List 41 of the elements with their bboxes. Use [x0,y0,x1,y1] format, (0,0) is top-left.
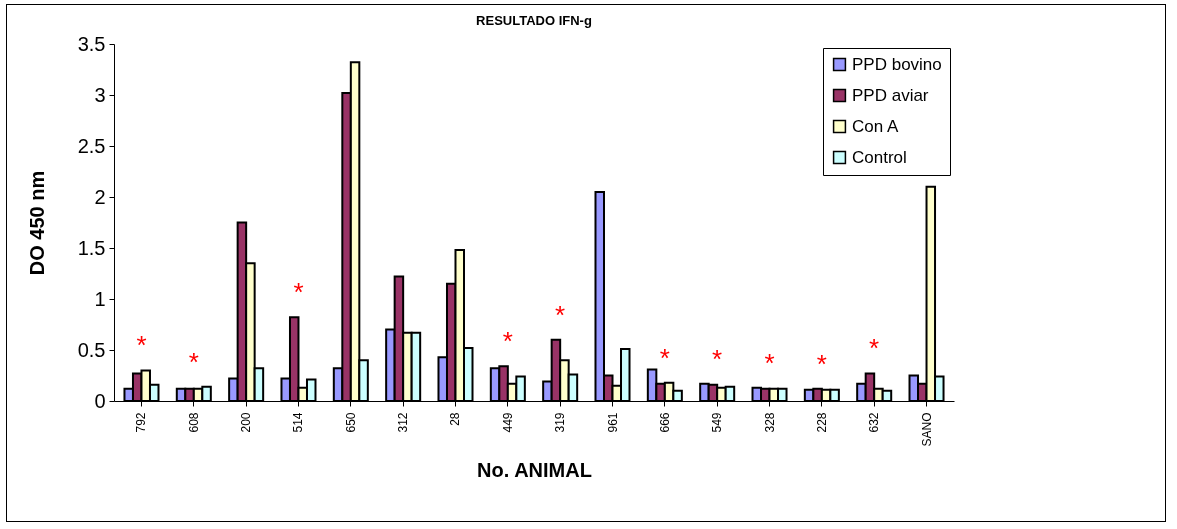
annotation: * [555,299,566,330]
x-tick-label: 449 [500,412,515,433]
x-axis-title: No. ANIMAL [477,458,592,481]
y-tick-label: 3.5 [77,32,106,55]
x-tick-label: 632 [867,412,882,433]
legend-label: PPD bovino [852,54,942,74]
x-tick-label: 28 [448,412,463,426]
annotation: * [869,333,880,364]
x-tick-label: 792 [134,412,149,433]
y-tick-label: 2 [94,185,106,208]
x-tick-label: SANO [919,412,934,447]
x-tick-label: 328 [762,412,777,433]
x-tick-label: 228 [814,412,829,433]
x-tick-label: 549 [710,412,725,433]
legend-label: Con A [852,116,899,136]
annotation: * [136,330,147,361]
x-tick-label: 961 [605,412,620,433]
annotation: * [502,326,513,357]
chart-title: RESULTADO IFN-g [476,13,592,28]
annotation: * [816,348,827,379]
y-tick-label: 0 [94,389,106,412]
annotation: * [712,343,723,374]
annotation: * [764,347,775,378]
y-tick-label: 2.5 [77,134,106,157]
legend-label: PPD aviar [852,85,929,105]
y-tick-label: 1.5 [77,236,106,259]
x-tick-label: 608 [186,412,201,433]
annotation: * [659,342,670,373]
annotation: * [293,277,304,308]
y-tick-label: 0.5 [77,338,106,361]
y-axis-title: DO 450 nm [25,170,48,276]
x-tick-label: 666 [657,412,672,433]
x-tick-label: 514 [291,412,306,433]
y-tick-label: 3 [94,83,106,106]
x-tick-label: 319 [553,412,568,433]
x-tick-label: 650 [343,412,358,433]
annotation: * [188,346,199,377]
legend-label: Control [852,147,907,167]
y-tick-label: 1 [94,287,106,310]
x-tick-label: 312 [396,412,411,433]
x-tick-label: 200 [239,412,254,433]
